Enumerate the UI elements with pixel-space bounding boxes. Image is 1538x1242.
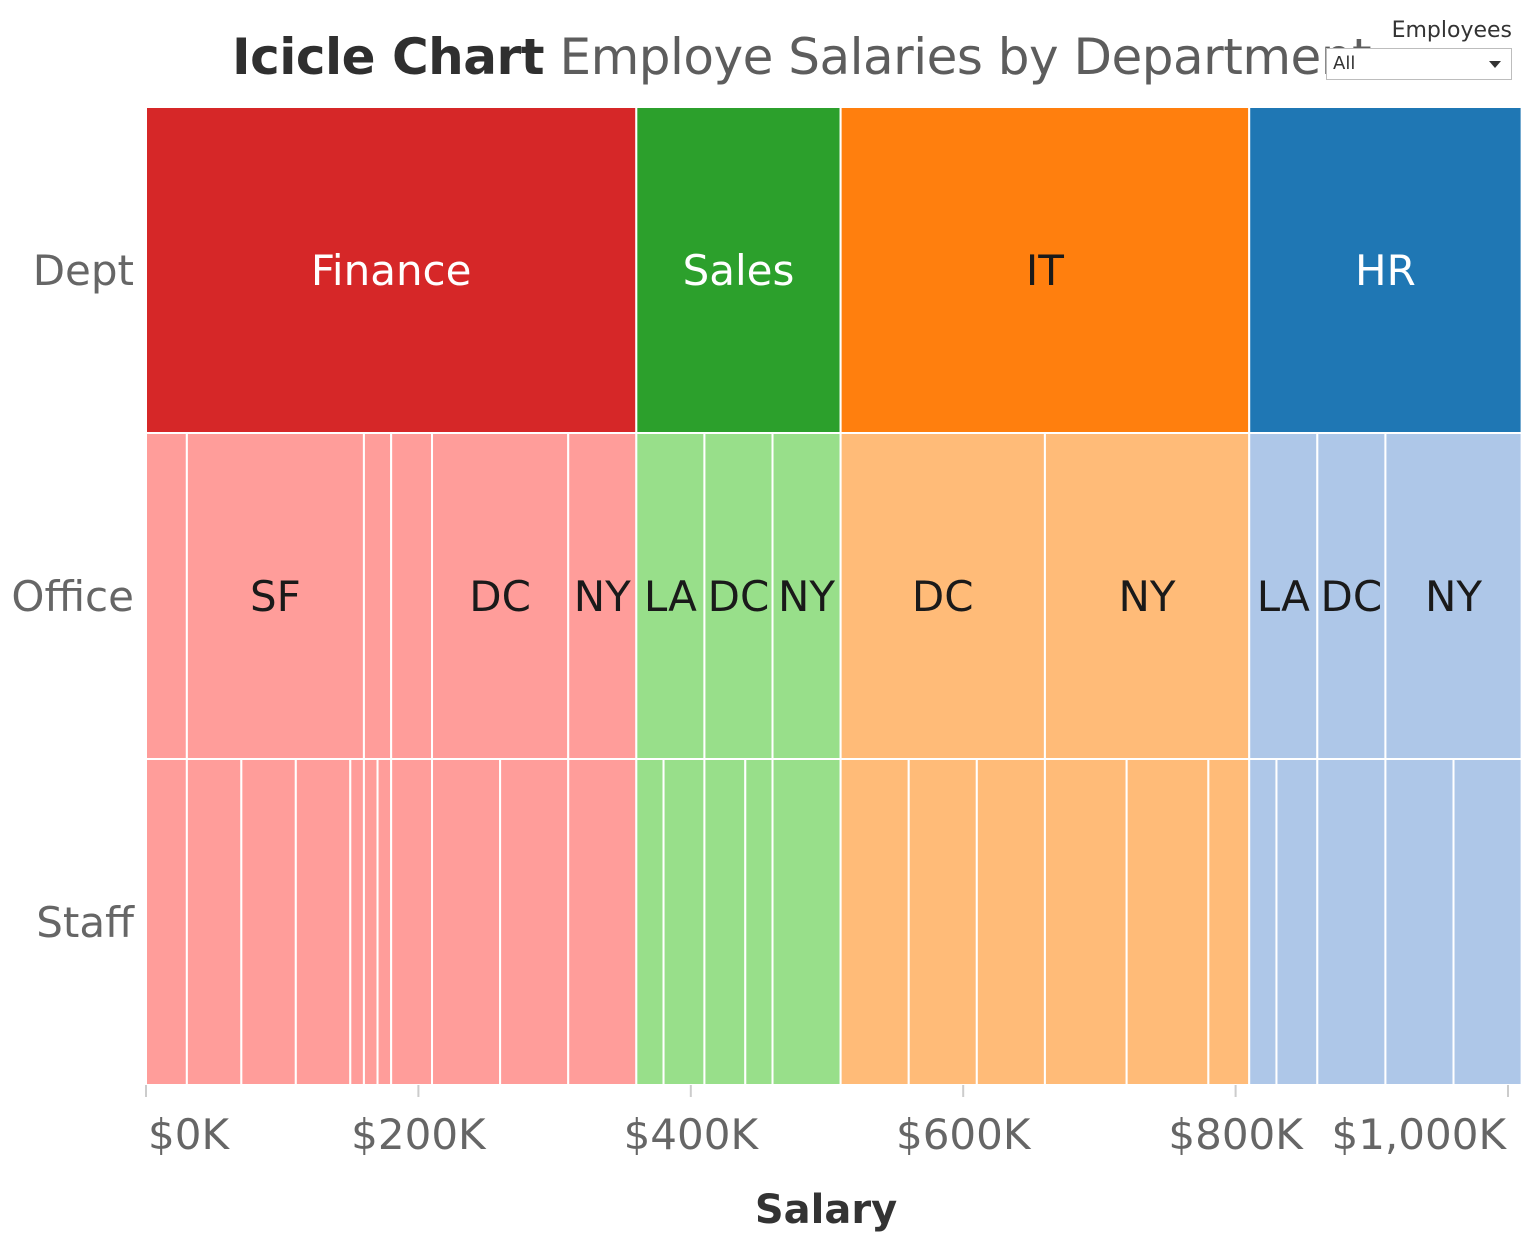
office-label-sales-0: LA	[644, 572, 697, 621]
dept-label-it: IT	[1026, 246, 1064, 295]
office-segment-finance-5[interactable]	[567, 432, 638, 760]
office-segment-finance-4[interactable]	[431, 432, 570, 760]
x-tick-label: $400K	[624, 1110, 760, 1159]
staff-segment-hr-0-0[interactable]	[1248, 758, 1278, 1086]
employees-dropdown-value: All	[1333, 53, 1356, 74]
x-tick-label: $600K	[896, 1110, 1032, 1159]
office-label-sales-1: DC	[708, 572, 770, 621]
office-segment-hr-2[interactable]	[1384, 432, 1523, 760]
office-label-it-1: NY	[1119, 572, 1176, 621]
staff-segment-finance-1-3[interactable]	[349, 758, 365, 1086]
staff-segment-it-1-0[interactable]	[1043, 758, 1128, 1086]
staff-segment-hr-1-0[interactable]	[1316, 758, 1387, 1086]
staff-segment-finance-1-0[interactable]	[185, 758, 243, 1086]
dept-segment-it[interactable]	[839, 106, 1251, 434]
dept-label-finance: Finance	[311, 246, 472, 295]
staff-segment-finance-4-0[interactable]	[431, 758, 502, 1086]
office-segment-finance-2[interactable]	[362, 432, 393, 760]
office-label-finance-5: NY	[574, 572, 631, 621]
staff-segment-hr-0-1[interactable]	[1275, 758, 1319, 1086]
chart-title-bold: Icicle Chart	[232, 28, 545, 86]
x-tick-label: $800K	[1168, 1110, 1304, 1159]
staff-segment-it-0-1[interactable]	[907, 758, 978, 1086]
chart-title: Icicle Chart Employe Salaries by Departm…	[232, 22, 1372, 92]
office-segment-it-0[interactable]	[839, 432, 1046, 760]
row-label-office: Office	[11, 572, 134, 621]
dept-segment-hr[interactable]	[1248, 106, 1523, 434]
office-label-sales-2: NY	[778, 572, 835, 621]
staff-segment-finance-0-0[interactable]	[145, 758, 188, 1086]
row-label-dept: Dept	[33, 246, 134, 295]
office-label-hr-1: DC	[1321, 572, 1383, 621]
x-axis: Salary $0K $200K $400K $600K $800K $1,000K	[145, 1085, 1509, 1233]
staff-segment-finance-4-1[interactable]	[499, 758, 570, 1086]
x-axis-title: Salary	[755, 1187, 897, 1233]
office-segment-finance-3[interactable]	[390, 432, 434, 760]
office-label-hr-0: LA	[1257, 572, 1310, 621]
staff-segment-finance-1-2[interactable]	[294, 758, 352, 1086]
office-label-it-0: DC	[912, 572, 974, 621]
staff-segment-sales-1-0[interactable]	[703, 758, 747, 1086]
dept-segment-sales[interactable]	[635, 106, 842, 434]
staff-segment-finance-3-0[interactable]	[390, 758, 434, 1086]
staff-segment-sales-0-0[interactable]	[635, 758, 665, 1086]
office-segment-hr-0[interactable]	[1248, 432, 1319, 760]
staff-segment-finance-2-0[interactable]	[362, 758, 379, 1086]
x-tick-label: $200K	[351, 1110, 487, 1159]
employees-filter: Employees All	[1326, 16, 1512, 80]
dept-label-sales: Sales	[683, 246, 795, 295]
office-label-finance-1: SF	[250, 572, 301, 621]
x-tick-label: $0K	[148, 1110, 230, 1159]
row-label-staff: Staff	[36, 898, 135, 947]
staff-segment-finance-1-1[interactable]	[240, 758, 297, 1086]
staff-segment-finance-2-1[interactable]	[376, 758, 393, 1086]
staff-segment-it-1-1[interactable]	[1125, 758, 1210, 1086]
staff-segment-finance-5-0[interactable]	[567, 758, 638, 1086]
office-label-hr-2: NY	[1425, 572, 1482, 621]
staff-segment-sales-2-0[interactable]	[771, 758, 842, 1086]
office-label-finance-4: DC	[469, 572, 531, 621]
chevron-down-icon[interactable]	[1489, 61, 1501, 68]
employees-filter-label: Employees	[1391, 18, 1512, 43]
staff-segment-it-0-0[interactable]	[839, 758, 910, 1086]
employees-dropdown[interactable]: All	[1326, 48, 1512, 80]
staff-segment-sales-1-1[interactable]	[744, 758, 774, 1086]
row-labels: Dept Office Staff	[11, 246, 135, 947]
staff-segment-sales-0-1[interactable]	[662, 758, 706, 1086]
dept-label-hr: HR	[1355, 246, 1416, 295]
staff-segment-it-0-2[interactable]	[975, 758, 1046, 1086]
office-segment-finance-0[interactable]	[145, 432, 188, 760]
x-tick-label: $1,000K	[1331, 1110, 1507, 1159]
office-segment-it-1[interactable]	[1043, 432, 1251, 760]
dept-segment-finance[interactable]	[145, 106, 638, 434]
chart-title-rest: Employe Salaries by Department	[559, 28, 1372, 86]
staff-segment-hr-2-1[interactable]	[1452, 758, 1523, 1086]
staff-segment-hr-2-0[interactable]	[1384, 758, 1455, 1086]
staff-segment-it-1-2[interactable]	[1207, 758, 1251, 1086]
office-segment-finance-1[interactable]	[185, 432, 365, 760]
